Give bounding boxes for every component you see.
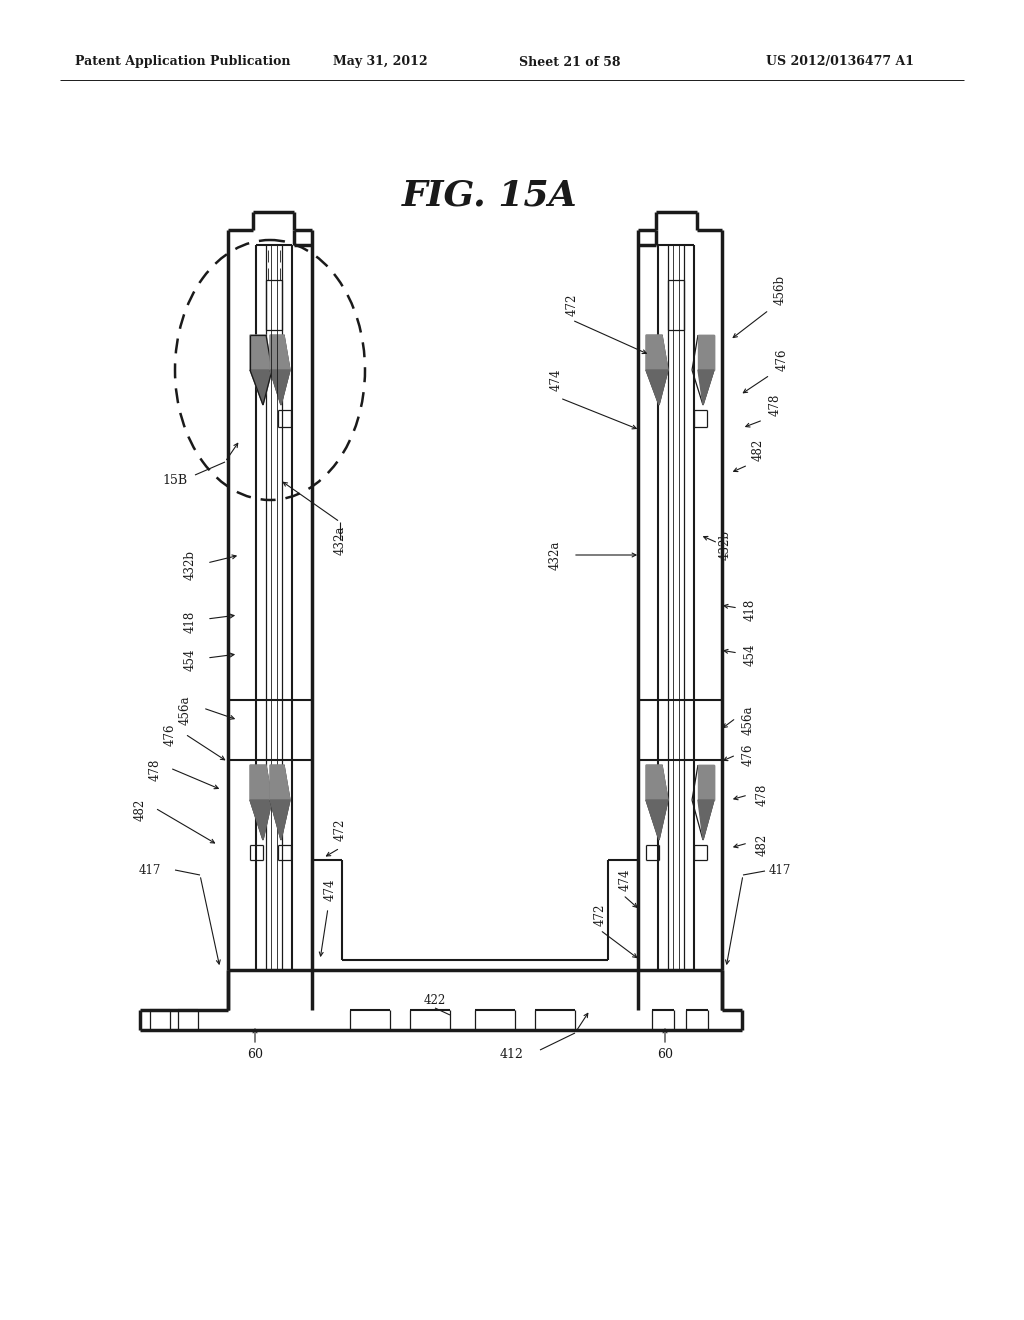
Text: 15B: 15B: [163, 474, 187, 487]
Text: May 31, 2012: May 31, 2012: [333, 55, 427, 69]
Text: 422: 422: [424, 994, 446, 1006]
Polygon shape: [270, 335, 290, 370]
Text: 454: 454: [183, 648, 197, 672]
Polygon shape: [270, 370, 290, 405]
Polygon shape: [698, 800, 714, 840]
Text: 417: 417: [139, 863, 161, 876]
Polygon shape: [250, 335, 272, 370]
Text: 418: 418: [743, 599, 757, 622]
Polygon shape: [646, 766, 668, 800]
Text: 456b: 456b: [773, 275, 786, 305]
Text: 482: 482: [133, 799, 146, 821]
Polygon shape: [698, 370, 714, 405]
Text: 476: 476: [164, 723, 176, 746]
Text: 482: 482: [756, 834, 768, 857]
Text: 478: 478: [756, 784, 768, 807]
Text: 432a: 432a: [334, 525, 346, 554]
Text: 456a: 456a: [178, 696, 191, 725]
Text: 472: 472: [565, 294, 579, 317]
Polygon shape: [270, 800, 290, 840]
Polygon shape: [698, 766, 714, 800]
Text: 432a: 432a: [549, 540, 561, 570]
Text: 417: 417: [769, 863, 792, 876]
Text: 474: 474: [618, 869, 632, 891]
Text: 432b: 432b: [719, 531, 731, 560]
Text: 60: 60: [247, 1048, 263, 1061]
Text: 432b: 432b: [183, 550, 197, 579]
Polygon shape: [250, 370, 272, 405]
Text: 412: 412: [500, 1048, 524, 1061]
Polygon shape: [698, 335, 714, 370]
Text: 476: 476: [775, 348, 788, 371]
Polygon shape: [646, 800, 668, 840]
Polygon shape: [646, 370, 668, 405]
Text: 482: 482: [752, 438, 765, 461]
Text: 418: 418: [183, 611, 197, 634]
Text: Sheet 21 of 58: Sheet 21 of 58: [519, 55, 621, 69]
Text: 472: 472: [334, 818, 346, 841]
Text: 60: 60: [657, 1048, 673, 1061]
Text: FIG. 15A: FIG. 15A: [402, 178, 578, 213]
Text: 454: 454: [743, 644, 757, 667]
Text: 472: 472: [594, 904, 606, 927]
Text: US 2012/0136477 A1: US 2012/0136477 A1: [766, 55, 914, 69]
Polygon shape: [250, 766, 272, 800]
Polygon shape: [250, 800, 272, 840]
Polygon shape: [270, 766, 290, 800]
Polygon shape: [646, 335, 668, 370]
Text: Patent Application Publication: Patent Application Publication: [75, 55, 291, 69]
Text: 478: 478: [148, 759, 162, 781]
Text: 476: 476: [741, 743, 755, 766]
Text: 478: 478: [768, 393, 781, 416]
Text: 456a: 456a: [741, 705, 755, 735]
Text: 474: 474: [324, 879, 337, 902]
Text: 474: 474: [550, 368, 562, 391]
